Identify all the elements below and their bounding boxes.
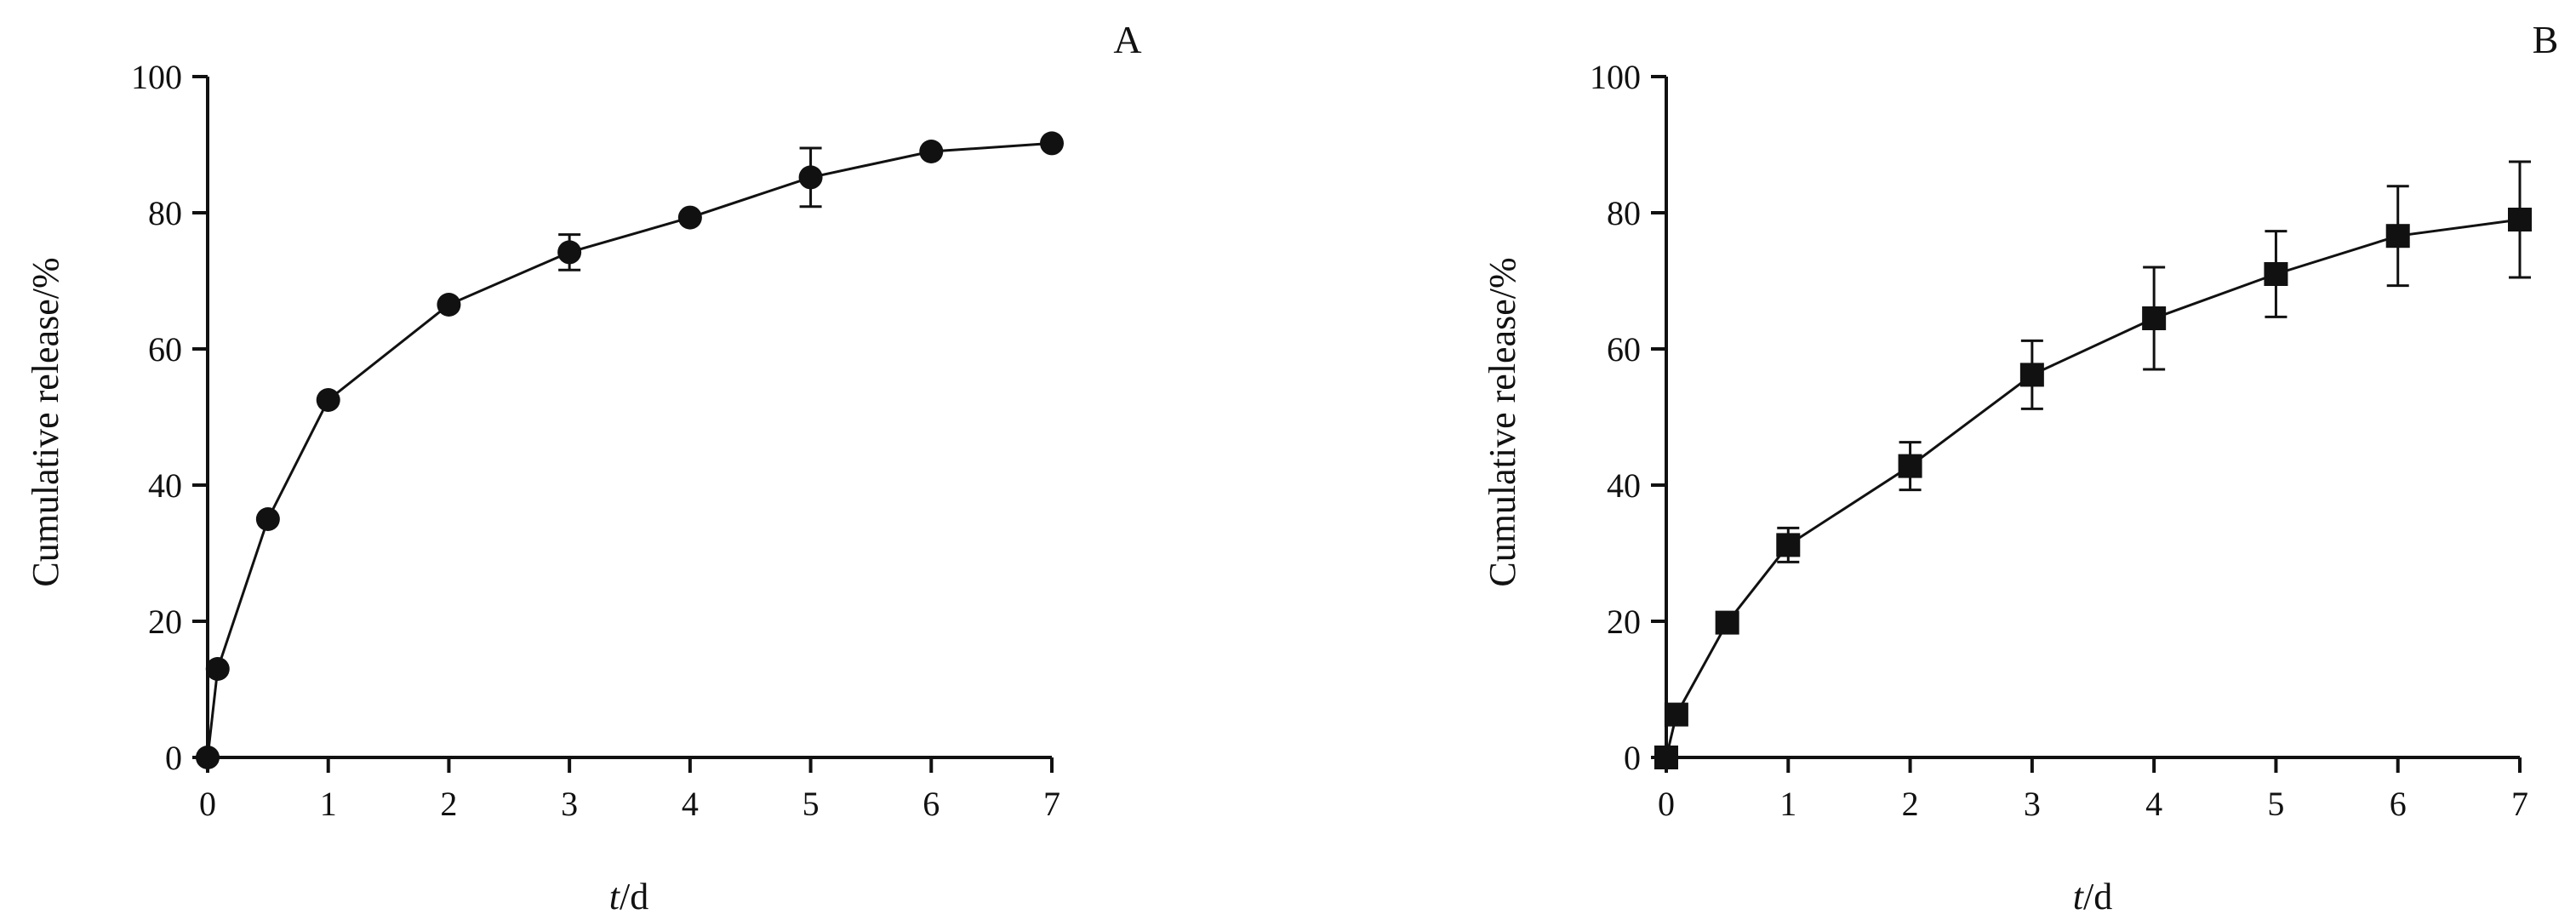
chart-b-y-tick-label-100: 100 <box>1590 58 1641 96</box>
chart-a-data-point-7 <box>799 165 823 189</box>
chart-a-x-tick-label-3: 3 <box>561 785 578 823</box>
chart-b-x-tick-label-2: 2 <box>1902 785 1919 823</box>
chart-a-y-axis-label: Cumulative release/% <box>25 257 66 586</box>
chart-b-x-axis-label: t/d <box>2073 876 2112 917</box>
chart-a-y-tick-label-40: 40 <box>148 466 182 505</box>
chart-a-data-point-3 <box>317 388 340 412</box>
chart-a-data-point-8 <box>919 140 943 163</box>
chart-a-data-point-1 <box>206 657 230 681</box>
chart-a-y-tick-label-80: 80 <box>148 194 182 232</box>
chart-a-x-tick-label-6: 6 <box>922 785 940 823</box>
chart-a-x-tick-label-4: 4 <box>682 785 699 823</box>
chart-b-data-point-1 <box>1665 703 1688 727</box>
chart-b-x-tick-label-3: 3 <box>2024 785 2041 823</box>
chart-b-x-tick-label-7: 7 <box>2511 785 2528 823</box>
chart-b-y-tick-label-60: 60 <box>1607 330 1641 369</box>
chart-a-data-point-0 <box>196 746 220 769</box>
chart-b-x-tick-label-4: 4 <box>2145 785 2162 823</box>
chart-b-y-tick-label-40: 40 <box>1607 466 1641 505</box>
chart-b-data-point-7 <box>2264 262 2288 286</box>
chart-a-y-tick-label-60: 60 <box>148 330 182 369</box>
chart-b-data-point-6 <box>2142 306 2166 330</box>
chart-a-data-point-9 <box>1040 131 1064 155</box>
chart-a-data-point-5 <box>557 240 581 264</box>
chart-b-series-line <box>1666 220 2520 757</box>
chart-a-panel-label: A <box>1113 18 1141 61</box>
chart-b-x-axis-label-unit: /d <box>2083 876 2112 917</box>
chart-a-series-line <box>208 143 1052 757</box>
chart-b-panel-label: B <box>2533 18 2559 61</box>
chart-b-data-point-0 <box>1654 746 1678 769</box>
chart-a-data-point-6 <box>678 206 702 230</box>
chart-b-data-point-5 <box>2020 363 2044 386</box>
chart-a-x-axis-label: t/d <box>609 876 648 917</box>
chart-b-data-point-2 <box>1716 611 1739 635</box>
chart-panel-b: 0 20 40 60 80 100 0 1 2 3 4 5 6 7 B Cumulative releas… <box>1482 18 2558 917</box>
chart-b-data-point-3 <box>1776 533 1800 557</box>
chart-a-y-tick-label-20: 20 <box>148 603 182 641</box>
chart-b-data-point-9 <box>2508 208 2532 231</box>
chart-a-data-point-2 <box>256 507 280 531</box>
chart-a-y-tick-label-100: 100 <box>131 58 182 96</box>
chart-a-marks: 0 20 40 60 80 100 0 1 2 3 4 5 6 7 <box>131 58 1064 823</box>
chart-b-x-tick-label-0: 0 <box>1658 785 1675 823</box>
chart-a-data-point-4 <box>437 293 460 317</box>
chart-a-x-tick-label-5: 5 <box>803 785 820 823</box>
chart-b-marks: 0 20 40 60 80 100 0 1 2 3 4 5 6 7 <box>1590 58 2532 823</box>
chart-a-x-tick-label-0: 0 <box>199 785 216 823</box>
chart-a-x-tick-label-7: 7 <box>1043 785 1060 823</box>
chart-b-y-tick-label-0: 0 <box>1624 739 1641 777</box>
chart-b-data-point-4 <box>1899 454 1922 478</box>
chart-b-x-tick-label-1: 1 <box>1779 785 1796 823</box>
chart-b-y-axis-label: Cumulative release/% <box>1482 257 1523 586</box>
chart-a-y-tick-label-0: 0 <box>165 739 182 777</box>
chart-b-y-tick-label-80: 80 <box>1607 194 1641 232</box>
chart-a-x-axis-label-unit: /d <box>620 876 648 917</box>
chart-panel-a: 0 20 40 60 80 100 0 1 2 3 4 5 6 7 A Cumulative releas… <box>25 18 1142 917</box>
chart-a-x-tick-label-2: 2 <box>440 785 457 823</box>
chart-b-x-tick-label-6: 6 <box>2390 785 2407 823</box>
chart-b-y-tick-label-20: 20 <box>1607 603 1641 641</box>
chart-a-x-tick-label-1: 1 <box>320 785 337 823</box>
chart-b-x-tick-label-5: 5 <box>2267 785 2284 823</box>
chart-b-data-point-8 <box>2386 224 2410 248</box>
